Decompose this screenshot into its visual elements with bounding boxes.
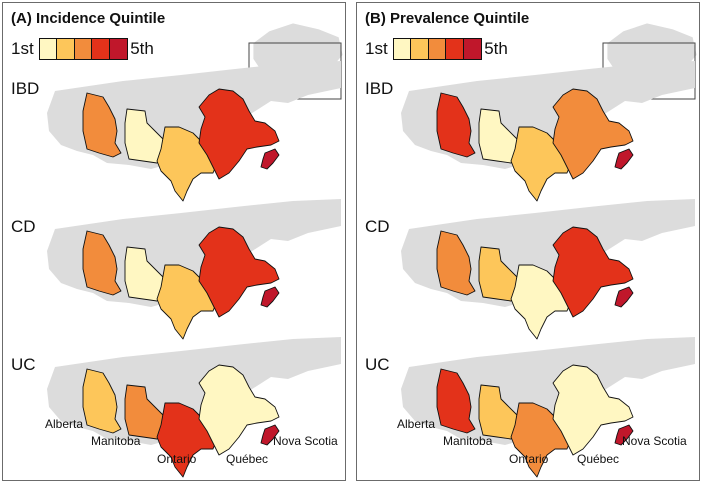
- province-label-ontario: Ontario: [509, 452, 549, 466]
- legend-swatch-q2: [410, 38, 430, 60]
- canada-background: [47, 199, 341, 307]
- province-alberta-uc: [436, 368, 476, 434]
- province-label-nova-scotia: Nova Scotia: [273, 434, 338, 448]
- province-alberta-ibd: [82, 92, 122, 158]
- row-label-cd: CD: [365, 217, 390, 236]
- row-label-uc: UC: [11, 355, 36, 374]
- row-label-ibd: IBD: [365, 79, 394, 98]
- province-label-quebec: Québec: [226, 452, 269, 466]
- canada-background: [401, 337, 695, 445]
- province-nova-scotia-ibd: [614, 148, 634, 170]
- province-quebec-uc: [552, 364, 634, 456]
- legend-high-label: 5th: [484, 39, 508, 58]
- quintile-legend: 1st 5th: [11, 36, 154, 62]
- row-label-cd: CD: [11, 217, 36, 236]
- quintile-legend: 1st 5th: [365, 36, 508, 62]
- legend-swatch-q1: [392, 38, 412, 60]
- province-alberta-cd: [82, 230, 122, 296]
- province-alberta-uc: [82, 368, 122, 434]
- province-label-alberta: Alberta: [45, 417, 84, 431]
- legend-swatch-q3: [427, 38, 447, 60]
- legend-swatch-q2: [56, 38, 76, 60]
- legend-high-label: 5th: [130, 39, 154, 58]
- province-quebec-uc: [198, 364, 280, 456]
- legend-low-label: 1st: [365, 39, 388, 58]
- canada-background: [401, 61, 695, 169]
- legend-swatch-q3: [73, 38, 93, 60]
- legend-low-label: 1st: [11, 39, 34, 58]
- canada-background: [47, 61, 341, 169]
- province-nova-scotia-cd: [260, 286, 280, 308]
- row-label-uc: UC: [365, 355, 390, 374]
- province-nova-scotia-uc: [614, 424, 634, 446]
- province-label-manitoba: Manitoba: [91, 434, 141, 448]
- canada-background: [47, 337, 341, 445]
- incidence-panel: (A) Incidence Quintile 1st 5th IBD CD UC…: [2, 2, 346, 481]
- province-quebec-ibd: [198, 88, 280, 180]
- legend-swatch-q1: [38, 38, 58, 60]
- province-label-manitoba: Manitoba: [443, 434, 493, 448]
- province-label-ontario: Ontario: [157, 452, 197, 466]
- province-quebec-cd: [198, 226, 280, 318]
- legend-swatch-q4: [445, 38, 465, 60]
- province-quebec-ibd: [552, 88, 634, 180]
- province-quebec-cd: [552, 226, 634, 318]
- legend-swatch-q5: [462, 38, 482, 60]
- province-nova-scotia-uc: [260, 424, 280, 446]
- panel-title: (B) Prevalence Quintile: [365, 10, 530, 27]
- row-label-ibd: IBD: [11, 79, 40, 98]
- province-nova-scotia-ibd: [260, 148, 280, 170]
- legend-swatch-q5: [108, 38, 128, 60]
- province-alberta-cd: [436, 230, 476, 296]
- province-alberta-ibd: [436, 92, 476, 158]
- prevalence-panel: (B) Prevalence Quintile 1st 5th IBD CD U…: [356, 2, 700, 481]
- legend-swatch-q4: [91, 38, 111, 60]
- incidence-maps: [47, 22, 344, 478]
- province-nova-scotia-cd: [614, 286, 634, 308]
- canada-background: [401, 199, 695, 307]
- province-label-alberta: Alberta: [397, 417, 436, 431]
- prevalence-maps: [401, 22, 698, 478]
- province-label-quebec: Québec: [577, 452, 620, 466]
- panel-title: (A) Incidence Quintile: [11, 10, 166, 27]
- province-label-nova-scotia: Nova Scotia: [622, 434, 687, 448]
